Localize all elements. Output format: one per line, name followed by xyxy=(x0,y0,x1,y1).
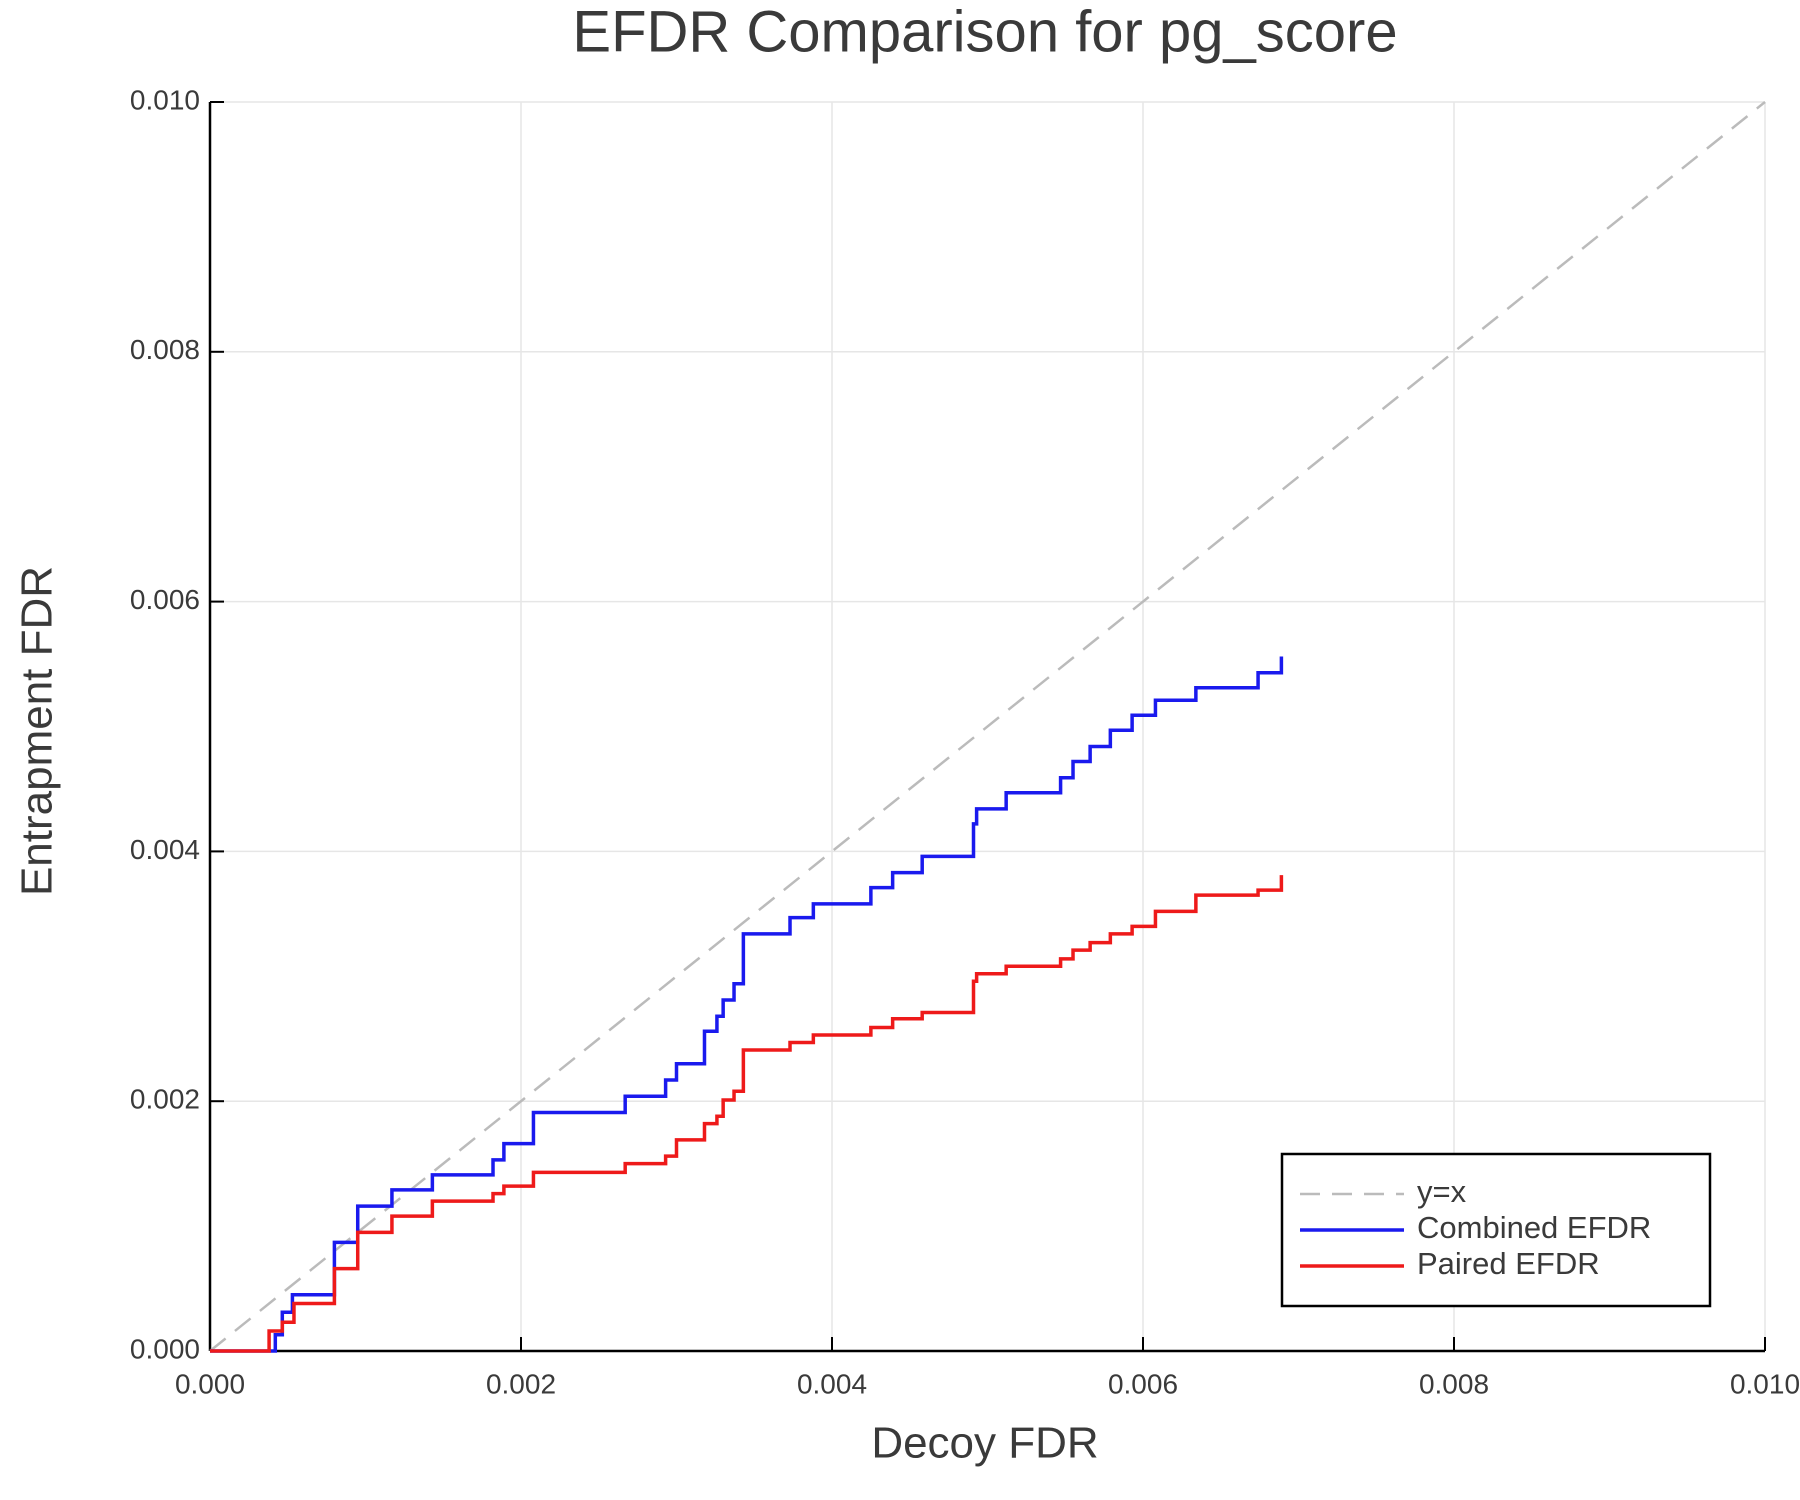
series-line xyxy=(210,875,1284,1353)
chart-title: EFDR Comparison for pg_score xyxy=(572,0,1397,64)
y-axis-label: Entrapment FDR xyxy=(13,566,62,896)
x-tick-label: 0.006 xyxy=(1108,1368,1178,1399)
x-tick-label: 0.000 xyxy=(175,1368,245,1399)
legend-label: Combined EFDR xyxy=(1417,1210,1651,1245)
y-tick-label: 0.008 xyxy=(130,334,200,365)
x-tick-label: 0.008 xyxy=(1419,1368,1489,1399)
series-line xyxy=(210,656,1284,1353)
y-tick-label: 0.006 xyxy=(130,584,200,615)
x-tick-label: 0.004 xyxy=(797,1368,867,1399)
x-axis-label: Decoy FDR xyxy=(871,1419,1098,1468)
legend-label: y=x xyxy=(1417,1174,1467,1209)
series-line xyxy=(209,101,1766,1352)
y-tick-label: 0.004 xyxy=(130,834,200,865)
x-tick-label: 0.002 xyxy=(486,1368,556,1399)
y-tick-label: 0.000 xyxy=(130,1333,200,1364)
y-tick-label: 0.002 xyxy=(130,1084,200,1115)
legend-label: Paired EFDR xyxy=(1417,1246,1600,1281)
x-tick-label: 0.010 xyxy=(1730,1368,1800,1399)
y-tick-label: 0.010 xyxy=(130,84,200,115)
